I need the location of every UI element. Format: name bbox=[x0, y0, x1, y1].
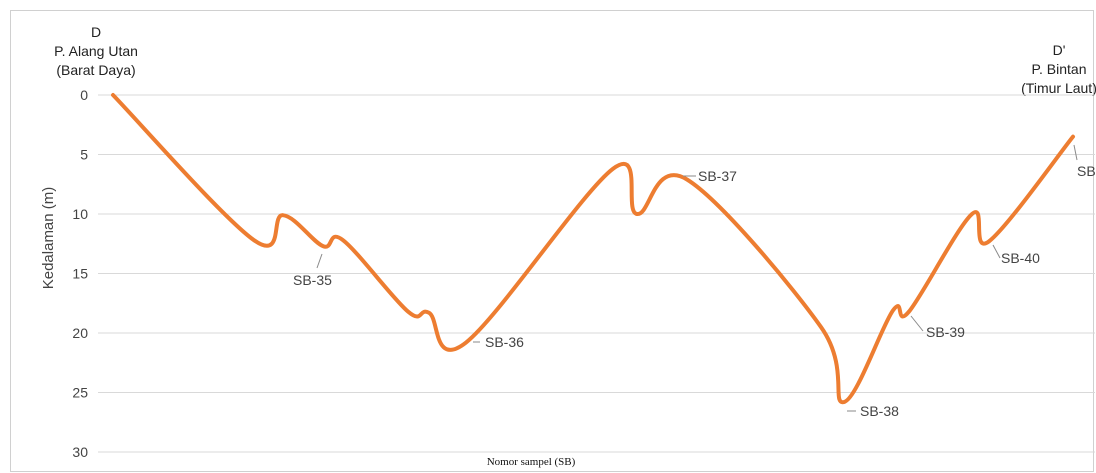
y-axis-ticks: 0 5 10 15 20 25 30 bbox=[72, 87, 88, 460]
y-tick-label: 10 bbox=[72, 206, 88, 222]
y-tick-label: 25 bbox=[72, 385, 88, 401]
y-tick-label: 20 bbox=[72, 325, 88, 341]
annotation-leader bbox=[910, 315, 924, 332]
y-tick-label: 5 bbox=[80, 147, 88, 163]
y-tick-label: 0 bbox=[80, 87, 88, 103]
annotation-label: SB-40 bbox=[1001, 250, 1040, 266]
annotation-label: SB-41 bbox=[1077, 163, 1095, 179]
y-tick-label: 15 bbox=[72, 266, 88, 282]
left-endpoint-label: D P. Alang Utan (Barat Daya) bbox=[41, 23, 151, 80]
x-axis-label: Nomor sampel (SB) bbox=[487, 456, 576, 468]
series-line-depth bbox=[111, 93, 1075, 405]
annotation-label: SB-37 bbox=[698, 168, 737, 184]
y-axis-label: Kedalaman (m) bbox=[40, 187, 57, 290]
annotation-label: SB-38 bbox=[860, 403, 899, 419]
annotation-label: SB-36 bbox=[485, 334, 524, 350]
left-endpoint-code: D bbox=[90, 24, 102, 40]
depth-profile-chart: 0 5 10 15 20 25 30 Kedalaman (m) Nomor sampel … bbox=[40, 87, 1095, 468]
annotation-leader bbox=[992, 244, 1001, 259]
y-tick-label: 30 bbox=[72, 444, 88, 460]
annotation-leader bbox=[1073, 144, 1078, 161]
gridlines bbox=[98, 94, 1095, 453]
sample-annotations: SB-35 SB-36 SB-37 SB-38 SB-39 SB-40 SB-41 bbox=[293, 144, 1095, 419]
annotation-leader bbox=[316, 253, 323, 269]
right-endpoint-direction: (Timur Laut) bbox=[1021, 80, 1096, 96]
right-endpoint-name: P. Bintan bbox=[1031, 61, 1087, 77]
right-endpoint-label: D' P. Bintan (Timur Laut) bbox=[1004, 41, 1096, 98]
left-endpoint-name: P. Alang Utan bbox=[54, 43, 138, 59]
annotation-label: SB-35 bbox=[293, 272, 332, 288]
left-endpoint-direction: (Barat Daya) bbox=[56, 62, 136, 78]
right-endpoint-code: D' bbox=[1052, 42, 1066, 58]
annotation-label: SB-39 bbox=[926, 324, 965, 340]
chart-frame: D P. Alang Utan (Barat Daya) D' P. Binta… bbox=[10, 10, 1096, 472]
